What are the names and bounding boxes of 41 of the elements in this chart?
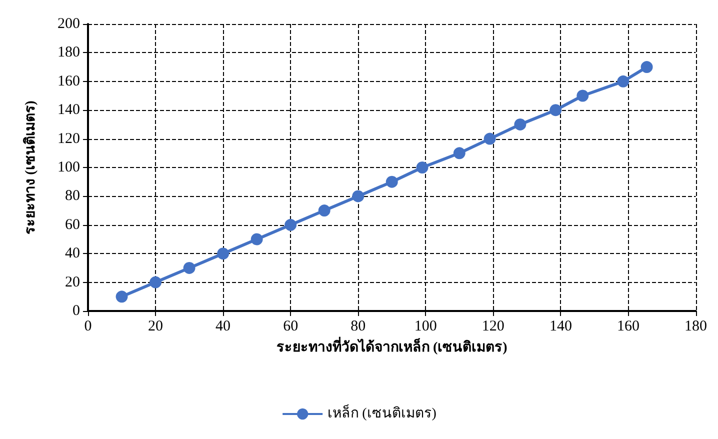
point: [640, 61, 653, 74]
point: [318, 204, 330, 217]
point: [550, 104, 562, 116]
x-tick-label: 180: [684, 318, 707, 334]
x-tick-label: 80: [350, 318, 366, 334]
x-tick-label: 40: [216, 318, 231, 334]
y-tick-label: 200: [58, 16, 80, 32]
y-tick-label: 180: [58, 44, 80, 61]
x-tick-label: 0: [84, 318, 92, 334]
y-axis-title: ระยะทาง (เซนติเมตร): [22, 100, 38, 234]
x-tick-label: 20: [148, 318, 164, 334]
y-tick-label: 160: [58, 73, 80, 90]
point: [453, 147, 466, 160]
x-axis-title: ระยะทางที่วัดได้จากเหล็ก (เซนติเมตร): [276, 336, 508, 356]
x-tick-label: 120: [482, 318, 504, 334]
y-tick-label: 20: [65, 274, 80, 290]
point: [183, 262, 196, 274]
y-tick-label: 80: [65, 188, 80, 204]
legend-label: เหล็ก (เซนติเมตร): [328, 404, 437, 422]
x-tick-label: 140: [549, 318, 572, 334]
point: [284, 218, 297, 231]
point: [386, 176, 398, 188]
point: [217, 248, 230, 260]
point: [250, 233, 263, 246]
point: [514, 118, 526, 130]
point: [484, 132, 496, 145]
y-tick-label: 100: [58, 160, 80, 176]
point: [352, 190, 364, 202]
point: [617, 75, 630, 88]
point: [416, 162, 428, 174]
y-tick-label: 120: [58, 130, 80, 147]
point: [150, 276, 162, 288]
y-tick-label: 0: [72, 303, 80, 319]
point: [576, 90, 589, 102]
x-tick-label: 100: [414, 318, 437, 334]
y-tick-label: 60: [65, 216, 80, 233]
y-tick-label: 40: [65, 246, 80, 262]
x-tick-label: 160: [616, 318, 640, 334]
y-tick-label: 140: [58, 102, 80, 118]
point: [116, 290, 128, 303]
x-tick-label: 60: [283, 318, 298, 334]
